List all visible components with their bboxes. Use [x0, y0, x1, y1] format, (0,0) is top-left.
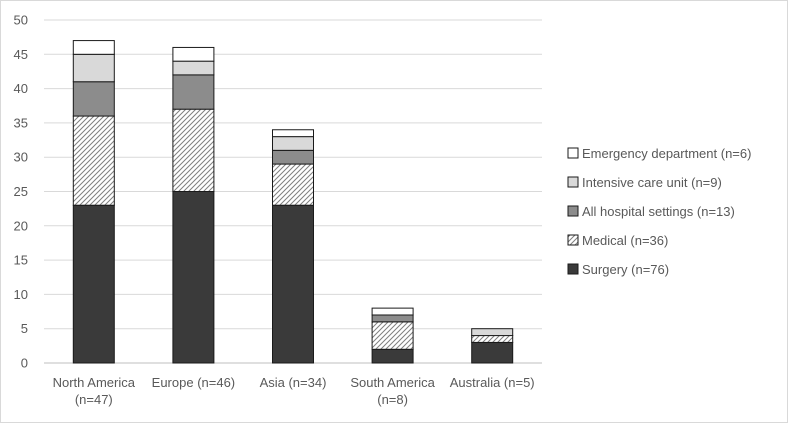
bar-segment — [172, 60, 215, 76]
x-category-label: Europe (n=46) — [152, 375, 235, 390]
legend-swatch — [567, 147, 579, 159]
legend-swatch — [567, 234, 579, 246]
y-tick-label: 45 — [14, 47, 28, 62]
bar-segment — [371, 348, 414, 364]
bar-segment — [272, 129, 314, 138]
bar-segment — [72, 81, 115, 117]
y-tick-label: 35 — [14, 115, 28, 130]
bar-segment — [272, 149, 314, 165]
bar-segment — [72, 53, 115, 83]
bar-segment — [272, 136, 314, 151]
x-category-label: North America (n=47) — [53, 375, 136, 407]
y-tick-label: 0 — [21, 356, 28, 371]
bar-segment — [172, 46, 215, 62]
bar-segment — [471, 328, 514, 337]
gridlines — [44, 19, 542, 364]
x-category-label: Australia (n=5) — [450, 375, 535, 390]
x-axis-labels: North America (n=47) Europe (n=46) Asia (n=… — [53, 375, 535, 407]
bar-segment — [371, 314, 414, 323]
bar-segment — [371, 307, 414, 316]
y-tick-label: 10 — [14, 287, 28, 302]
legend-label: All hospital settings (n=13) — [582, 204, 735, 219]
bar-segment — [371, 321, 414, 350]
legend-label: Intensive care unit (n=9) — [582, 175, 722, 190]
y-tick-label: 15 — [14, 253, 28, 268]
bar-segment — [272, 204, 314, 364]
legend-swatch — [567, 205, 579, 217]
legend-label: Medical (n=36) — [582, 233, 668, 248]
bar-segment — [471, 341, 514, 364]
y-tick-label: 20 — [14, 218, 28, 233]
y-axis-ticks: 0 5 10 15 20 25 30 35 40 45 50 — [14, 13, 28, 371]
y-tick-label: 50 — [14, 13, 28, 28]
bars — [72, 40, 514, 364]
legend-swatch — [567, 176, 579, 188]
y-tick-label: 5 — [21, 321, 28, 336]
bar-segment — [72, 204, 115, 364]
legend-label: Surgery (n=76) — [582, 262, 669, 277]
legend-label: Emergency department (n=6) — [582, 146, 751, 161]
y-tick-label: 25 — [14, 184, 28, 199]
x-category-label: South America (n=8) — [350, 375, 435, 407]
bar-segment — [172, 191, 215, 364]
x-category-label: Asia (n=34) — [260, 375, 327, 390]
legend: Emergency department (n=6) Intensive care… — [567, 146, 751, 277]
bar-segment — [72, 40, 115, 55]
bar-segment — [72, 115, 115, 206]
y-tick-label: 30 — [14, 150, 28, 165]
bar-segment — [272, 163, 314, 206]
bar-segment — [471, 335, 514, 343]
legend-swatch — [567, 263, 579, 275]
bar-segment — [172, 74, 215, 110]
y-tick-label: 40 — [14, 81, 28, 96]
bar-segment — [172, 108, 215, 192]
